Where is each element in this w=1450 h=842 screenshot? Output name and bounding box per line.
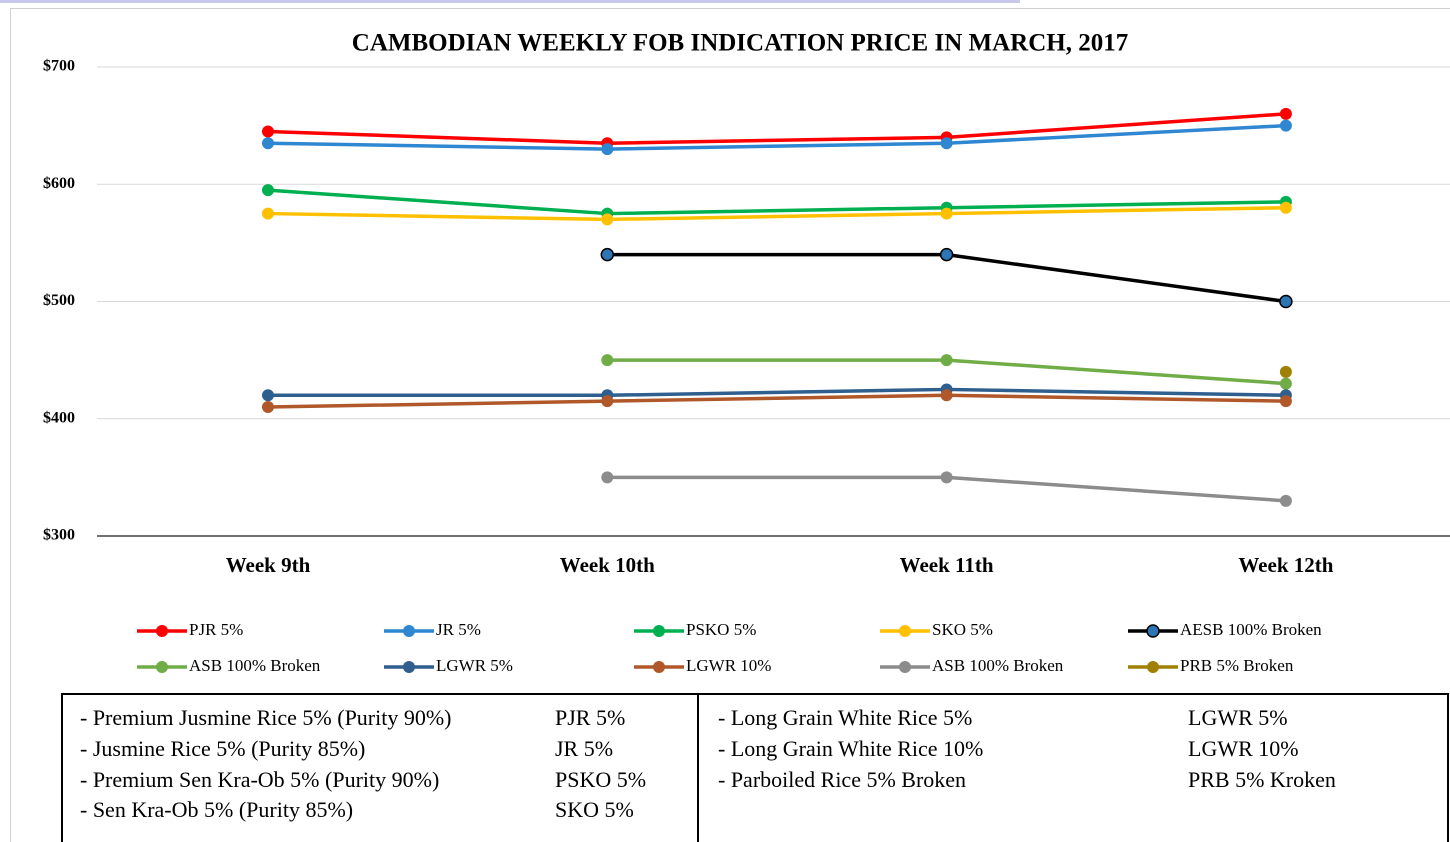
data-point xyxy=(262,184,274,197)
glossary-abbr: SKO 5% xyxy=(555,797,634,822)
data-point xyxy=(1279,395,1292,408)
legend-marker xyxy=(899,625,911,637)
data-point xyxy=(1279,119,1292,132)
legend-label: PSKO 5% xyxy=(686,620,756,639)
y-tick-label: $400 xyxy=(43,409,75,426)
series-line xyxy=(267,112,1287,145)
legend-marker xyxy=(156,625,168,637)
data-point xyxy=(1279,201,1292,214)
data-point xyxy=(940,207,953,220)
data-point xyxy=(1279,365,1292,378)
series-line xyxy=(267,393,1286,409)
glossary-term: - Parboiled Rice 5% Broken xyxy=(718,767,966,792)
series-line xyxy=(607,252,1287,304)
legend-label: PJR 5% xyxy=(189,620,243,639)
data-point xyxy=(601,471,614,484)
glossary-term: - Long Grain White Rice 10% xyxy=(718,736,983,761)
legend-marker xyxy=(156,661,168,673)
x-tick-label: Week 9th xyxy=(226,553,311,577)
glossary-term: - Jusmine Rice 5% (Purity 85%) xyxy=(80,736,365,761)
legend-label: AESB 100% Broken xyxy=(1180,620,1322,639)
glossary-abbr: LGWR 10% xyxy=(1188,736,1299,761)
legend-label: ASB 100% Broken xyxy=(932,656,1064,675)
legend-marker xyxy=(1146,624,1160,638)
y-tick-label: $500 xyxy=(43,292,75,309)
legend-marker xyxy=(403,625,415,637)
data-point xyxy=(1279,494,1292,507)
series-line xyxy=(267,205,1286,222)
data-point xyxy=(940,389,953,402)
legend-label: ASB 100% Broken xyxy=(189,656,321,675)
series-line xyxy=(267,123,1286,151)
glossary-term: - Premium Sen Kra-Ob 5% (Purity 90%) xyxy=(80,767,439,792)
legend-marker xyxy=(653,661,665,673)
glossary-abbr: LGWR 5% xyxy=(1188,705,1288,730)
data-point xyxy=(601,143,614,156)
data-point xyxy=(262,401,274,414)
data-point xyxy=(940,354,953,367)
legend-label: SKO 5% xyxy=(932,620,993,639)
glossary-term: - Premium Jusmine Rice 5% (Purity 90%) xyxy=(80,705,452,730)
glossary-term: - Sen Kra-Ob 5% (Purity 85%) xyxy=(80,797,353,822)
data-point xyxy=(262,207,274,220)
legend-label: LGWR 5% xyxy=(436,656,513,675)
legend-marker xyxy=(403,661,415,673)
data-point xyxy=(940,137,953,150)
glossary-abbr: PSKO 5% xyxy=(555,767,646,792)
legend-marker xyxy=(653,625,665,637)
data-point xyxy=(1279,377,1292,390)
data-point xyxy=(262,137,274,150)
y-tick-label: $300 xyxy=(43,527,75,544)
legend-label: LGWR 10% xyxy=(686,656,771,675)
glossary-abbr: PRB 5% Kroken xyxy=(1188,767,1336,792)
series-line xyxy=(268,387,1286,398)
x-tick-label: Week 10th xyxy=(560,553,655,577)
glossary-abbr: JR 5% xyxy=(555,736,613,761)
data-point xyxy=(940,471,953,484)
data-point xyxy=(262,125,274,138)
data-point xyxy=(601,354,614,367)
chart-title: CAMBODIAN WEEKLY FOB INDICATION PRICE IN… xyxy=(352,30,1128,57)
y-tick-label: $700 xyxy=(43,58,75,75)
glossary-right-box xyxy=(697,693,1449,842)
data-point xyxy=(262,389,274,402)
data-point xyxy=(600,247,615,262)
top-strip xyxy=(0,0,1020,3)
data-point xyxy=(601,395,614,408)
y-tick-label: $600 xyxy=(43,175,75,192)
legend-marker xyxy=(1147,661,1159,673)
glossary-abbr: PJR 5% xyxy=(555,705,625,730)
glossary-term: - Long Grain White Rice 5% xyxy=(718,705,972,730)
series-line xyxy=(267,188,1286,216)
legend-marker xyxy=(899,661,911,673)
data-point xyxy=(1279,294,1293,309)
data-point xyxy=(939,247,954,262)
legend-label: JR 5% xyxy=(436,620,481,639)
x-tick-label: Week 12th xyxy=(1238,553,1333,577)
x-tick-label: Week 11th xyxy=(900,553,994,577)
data-point xyxy=(601,213,614,226)
data-point xyxy=(1279,107,1292,120)
legend-label: PRB 5% Broken xyxy=(1180,656,1294,675)
